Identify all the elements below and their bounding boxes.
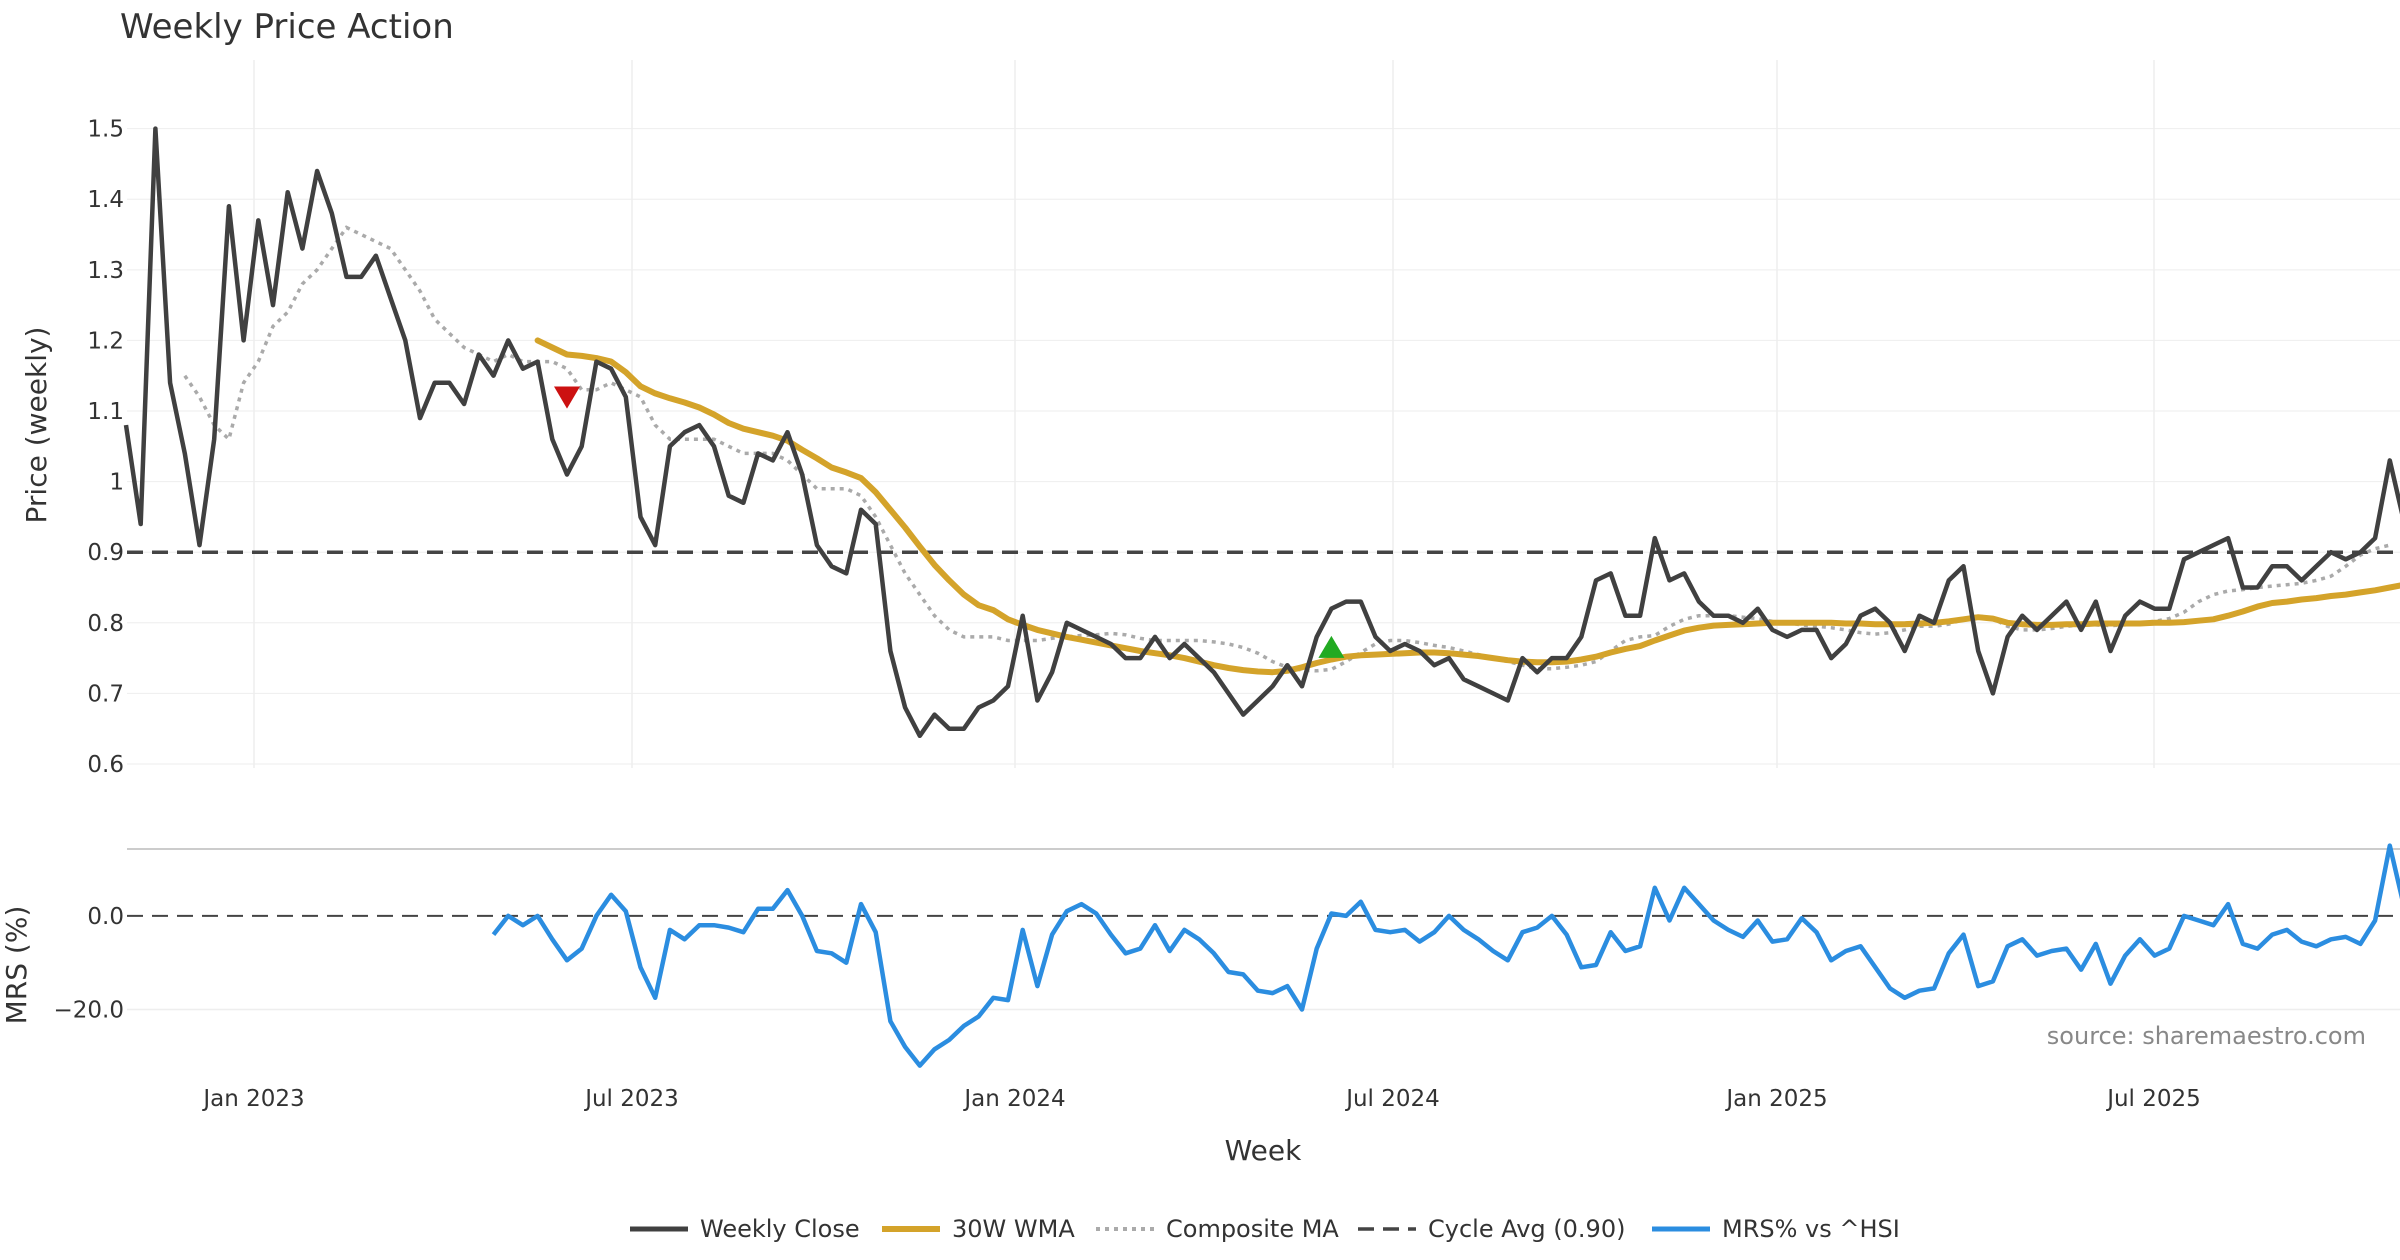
price-y-axis-label: Price (weekly) [20,327,53,524]
buy-signal-marker [1318,635,1345,658]
price-y-tick-label: 0.6 [87,752,124,778]
x-tick-label: Jul 2023 [583,1086,679,1112]
legend-label: 30W WMA [952,1215,1075,1243]
price-gridlines [127,60,2400,768]
composite-ma-series [183,225,2391,673]
legend-item: Composite MA [1096,1215,1339,1243]
x-tick-label: Jul 2024 [1344,1086,1440,1112]
legend-label: Composite MA [1166,1215,1339,1243]
price-y-tick-label: 1.4 [87,187,124,213]
price-y-tick-label: 0.9 [87,540,124,566]
legend-label: MRS% vs ^HSI [1722,1215,1900,1243]
x-tick-label: Jul 2025 [2105,1086,2201,1112]
mrs-y-tick-label: −20.0 [54,997,124,1023]
x-tick-label: Jan 2025 [1724,1086,1827,1112]
legend-item: MRS% vs ^HSI [1652,1215,1900,1243]
chart-title: Weekly Price Action [120,7,454,47]
price-y-tick-label: 0.7 [87,681,124,707]
mrs-y-axis-label: MRS (%) [0,906,33,1025]
legend-label: Weekly Close [700,1215,860,1243]
legend-item: 30W WMA [882,1215,1075,1243]
weekly-close-series [123,126,2400,739]
mrs-y-ticks: 0.0 −20.0 [54,904,124,1024]
mrs-series [491,843,2400,1068]
price-y-tick-label: 1.5 [87,117,124,143]
x-axis-ticks: Jan 2023 Jul 2023 Jan 2024 Jul 2024 Jan 2025… [201,1086,2200,1112]
sell-signal-marker [554,386,580,409]
price-y-tick-label: 0.8 [87,611,124,637]
x-axis-label: Week [1225,1134,1302,1167]
price-y-ticks: 0.6 0.7 0.8 0.9 1 1.1 1.2 1.3 1.4 1.5 [87,117,124,778]
price-y-tick-label: 1.3 [87,258,124,284]
price-y-tick-label: 1.2 [87,328,124,354]
x-tick-label: Jan 2024 [962,1086,1065,1112]
legend-item: Weekly Close [630,1215,860,1243]
legend-item: Cycle Avg (0.90) [1358,1215,1625,1243]
legend: Weekly Close 30W WMA Composite MA Cycle Avg… [630,1215,1900,1243]
source-label: source: sharemaestro.com [2047,1022,2366,1050]
x-tick-label: Jan 2023 [201,1086,304,1112]
price-y-tick-label: 1.1 [87,399,124,425]
wma-30w-series [534,337,2400,676]
price-y-tick-label: 1 [109,470,124,496]
signal-markers [554,386,1345,658]
legend-label: Cycle Avg (0.90) [1428,1215,1625,1243]
mrs-y-tick-label: 0.0 [87,904,124,930]
